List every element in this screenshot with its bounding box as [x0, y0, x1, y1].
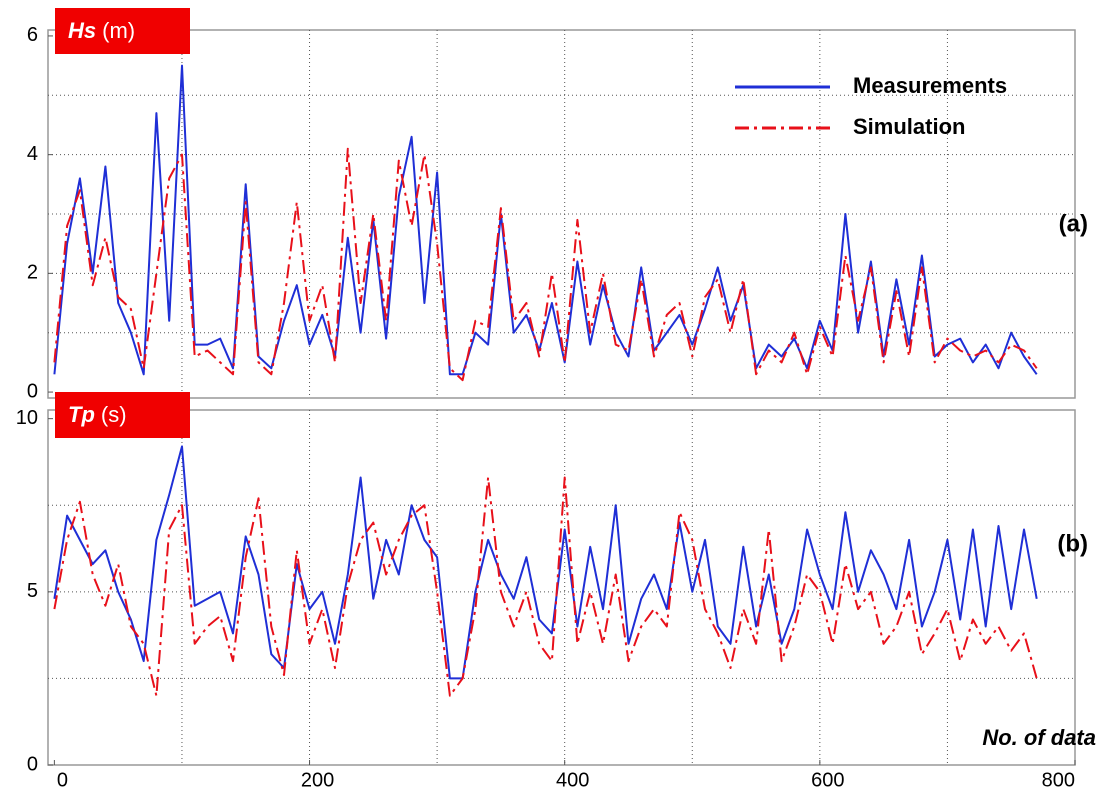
- x-tick-label: 0: [57, 769, 68, 791]
- data-line: [53, 476, 1038, 697]
- y-tick-label: 5: [27, 580, 38, 602]
- panel-title: Tp (s): [68, 402, 127, 427]
- legend-label: Measurements: [853, 73, 1007, 98]
- plot-frame: [47, 409, 1076, 766]
- legend-label: Simulation: [853, 114, 965, 139]
- data-line: [53, 147, 1038, 382]
- title-symbol: Tp: [68, 402, 95, 427]
- y-tick-label: 6: [27, 24, 38, 46]
- y-tick-label: 10: [16, 407, 38, 429]
- x-tick-label: 200: [301, 769, 334, 791]
- panel-label: (a): [1059, 210, 1088, 237]
- panel-title: Hs (m): [68, 18, 135, 43]
- title-box: [55, 8, 190, 54]
- title-box: [55, 392, 190, 438]
- title-symbol: Hs: [68, 18, 96, 43]
- data-line: [53, 445, 1038, 680]
- x-tick-label: 400: [556, 769, 589, 791]
- x-tick-label: 600: [811, 769, 844, 791]
- x-axis-label: No. of data: [982, 725, 1096, 750]
- title-unit: (m): [102, 18, 135, 43]
- y-tick-label: 0: [27, 753, 38, 775]
- panel-label: (b): [1057, 530, 1088, 557]
- x-tick-label: 800: [1042, 769, 1075, 791]
- y-tick-label: 2: [27, 262, 38, 284]
- y-tick-label: 0: [27, 380, 38, 402]
- title-unit: (s): [101, 402, 127, 427]
- data-line: [53, 64, 1038, 376]
- y-tick-label: 4: [27, 143, 38, 165]
